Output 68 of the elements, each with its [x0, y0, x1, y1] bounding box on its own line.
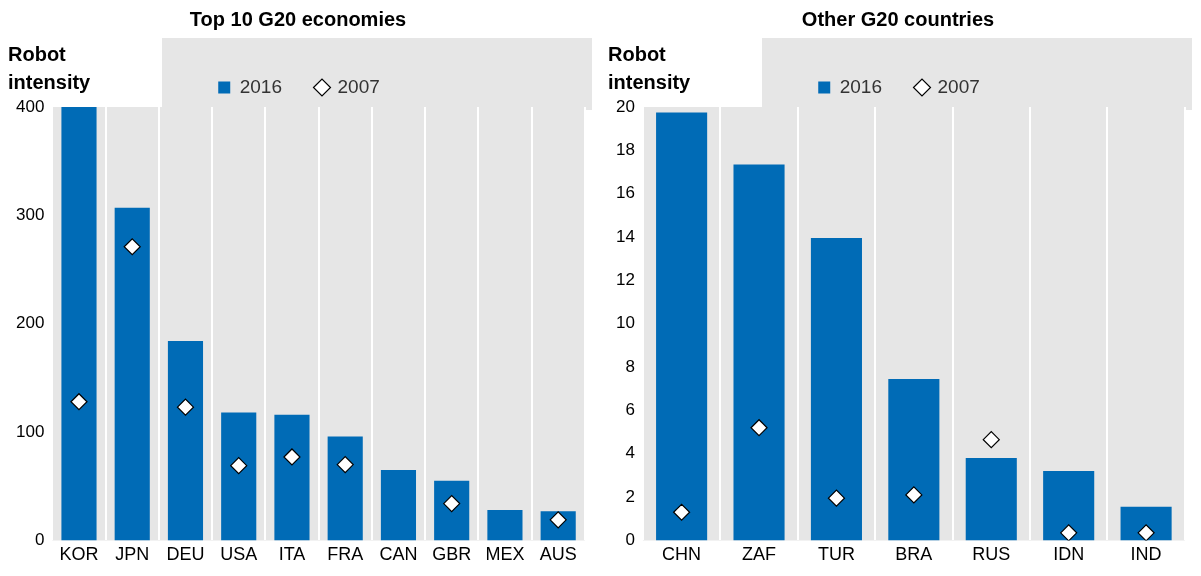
x-tick-label: BRA	[895, 544, 933, 565]
bar	[274, 414, 310, 541]
y-tick-label: 300	[15, 205, 45, 225]
y-axis-title: Robot intensity	[608, 42, 692, 95]
legend-label: 2016	[839, 75, 883, 97]
point	[750, 419, 768, 437]
y-tick-label: 12	[615, 270, 635, 290]
x-tick-label: USA	[220, 544, 258, 565]
bar	[114, 207, 150, 541]
point	[827, 489, 846, 507]
x-tick-label: RUS	[972, 544, 1011, 565]
x-tick-label: CAN	[379, 544, 418, 565]
x-tick-label: DEU	[166, 544, 205, 565]
y-tick-label: 0	[34, 530, 45, 550]
bar	[167, 341, 204, 541]
point	[123, 238, 141, 256]
y-tick-label: 14	[615, 226, 635, 246]
bar	[380, 469, 417, 541]
point	[176, 398, 195, 416]
legend-label: 2016	[239, 75, 283, 97]
point	[230, 457, 248, 475]
bar	[221, 412, 257, 541]
y-tick-label: 4	[625, 443, 635, 463]
x-tick-label: IND	[1130, 544, 1162, 565]
y-tick-label: 0	[625, 530, 635, 550]
x-tick-label: ZAF	[742, 544, 777, 565]
point	[673, 503, 691, 521]
point	[905, 486, 923, 504]
x-tick-label: TUR	[817, 544, 855, 565]
point	[70, 393, 88, 411]
point	[283, 448, 301, 466]
y-tick-label: 10	[615, 313, 635, 333]
y-tick-label: 2	[625, 486, 635, 506]
bar	[965, 458, 1017, 541]
x-tick-label: KOR	[59, 544, 99, 565]
y-tick-label: 16	[615, 183, 635, 203]
bar	[434, 480, 470, 541]
y-tick-label: 400	[15, 96, 45, 116]
y-tick-label: 8	[625, 356, 635, 376]
x-tick-label: CHN	[662, 544, 702, 565]
y-tick-label: 20	[615, 96, 635, 116]
x-tick-label: GBR	[432, 544, 472, 565]
bar	[656, 112, 708, 541]
point	[1060, 524, 1078, 541]
legend-label: 2007	[937, 75, 980, 97]
y-tick-label: 6	[625, 400, 635, 420]
y-tick-label: 100	[15, 421, 45, 441]
bar	[487, 510, 523, 541]
bar	[810, 238, 862, 541]
bar	[1043, 471, 1095, 541]
bar	[733, 164, 785, 541]
x-tick-label: AUS	[539, 544, 577, 565]
y-axis-title: Robot intensity	[8, 42, 92, 95]
chart-title: Top 10 G20 economies	[188, 7, 408, 32]
x-tick-label: ITA	[278, 544, 306, 565]
legend-label: 2007	[337, 75, 380, 97]
x-tick-label: JPN	[115, 544, 150, 565]
point	[982, 431, 1000, 449]
chart-title: Other G20 countries	[800, 7, 996, 32]
bar	[327, 436, 363, 541]
bar	[888, 378, 940, 541]
point	[336, 455, 354, 474]
y-tick-label: 18	[615, 140, 635, 160]
x-tick-label: IDN	[1053, 544, 1085, 565]
x-tick-label: MEX	[485, 544, 525, 565]
x-tick-label: FRA	[327, 544, 364, 565]
y-tick-label: 200	[15, 313, 45, 333]
bar	[61, 107, 97, 541]
